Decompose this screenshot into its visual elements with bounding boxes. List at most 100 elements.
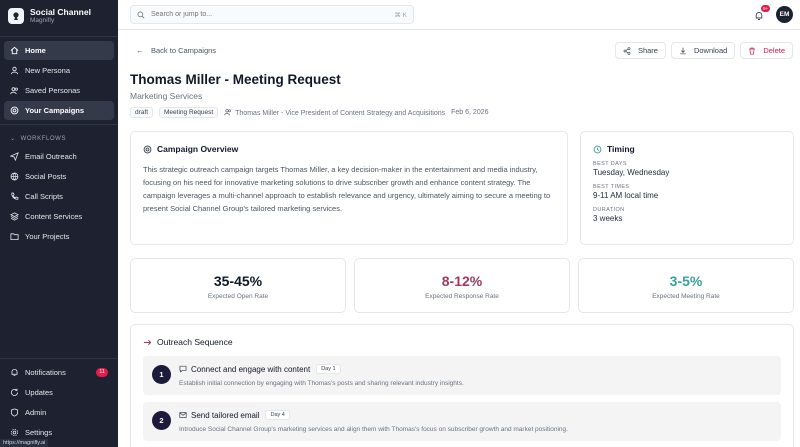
brand[interactable]: Social Channel Magnifly (0, 0, 118, 32)
folder-icon (10, 233, 19, 241)
status-badge: draft (130, 107, 154, 118)
back-to-campaigns-link[interactable]: ← Back to Campaigns (136, 46, 216, 55)
sidebar-item-label: Email Outreach (25, 152, 77, 161)
search-input[interactable] (151, 11, 395, 18)
outreach-sequence-card: Outreach Sequence 1 Connect and engage w… (130, 324, 794, 447)
step-day-badge: Day 4 (265, 410, 290, 420)
gear-icon (10, 428, 19, 437)
target-person-label: Thomas Miller - Vice President of Conten… (235, 110, 446, 117)
sequence-heading: Outreach Sequence (157, 337, 233, 347)
status-url-tooltip: https://magnifly.ai (0, 439, 49, 447)
target-person: Thomas Miller - Vice President of Conten… (224, 108, 445, 117)
sequence-step[interactable]: 2 Send tailored email Day 4 Introduce So… (143, 402, 781, 441)
step-number: 1 (152, 365, 171, 384)
step-description: Introduce Social Channel Group's marketi… (179, 426, 568, 433)
share-button[interactable]: Share (614, 42, 666, 59)
duration-label: DURATION (593, 207, 625, 213)
shield-icon (10, 408, 19, 417)
sidebar-item-your-projects[interactable]: Your Projects (4, 227, 114, 246)
sidebar-item-email-outreach[interactable]: Email Outreach (4, 147, 114, 166)
search-shortcut: ⌘ K (394, 11, 407, 19)
download-button[interactable]: Download (670, 42, 736, 59)
user-icon (224, 109, 232, 116)
layers-icon (10, 212, 19, 221)
notifications-button[interactable]: 9+ (754, 5, 771, 20)
sidebar: Social Channel Magnifly Home New Persona… (0, 0, 118, 447)
stat-value: 35-45% (213, 273, 263, 289)
globe-icon (10, 172, 19, 181)
sidebar-item-content-services[interactable]: Content Services (4, 207, 114, 226)
sidebar-item-label: Social Posts (25, 172, 67, 181)
share-label: Share (637, 46, 658, 55)
clock-icon (593, 145, 602, 153)
arrow-left-icon: ← (136, 46, 144, 55)
step-title-label: Send tailored email (191, 410, 260, 420)
stat-meeting-rate: 3-5% Expected Meeting Rate (578, 258, 794, 313)
brand-sub: Magnifly (30, 17, 55, 24)
chevron-down-icon: ⌄ (10, 136, 16, 142)
avatar[interactable]: EM (776, 6, 793, 23)
sidebar-item-admin[interactable]: Admin (4, 403, 114, 422)
stat-response-rate: 8-12% Expected Response Rate (354, 258, 570, 313)
sidebar-item-label: Notifications (25, 368, 66, 377)
refresh-icon (10, 388, 19, 396)
sidebar-item-label: Content Services (25, 212, 83, 221)
best-days-value: Tuesday, Wednesday (593, 168, 670, 177)
stat-value: 8-12% (441, 273, 483, 289)
brand-logo-icon (8, 8, 24, 24)
timing-card: Timing BEST DAYS Tuesday, Wednesday BEST… (580, 131, 794, 245)
back-label: Back to Campaigns (151, 46, 217, 55)
mail-icon (179, 412, 187, 418)
step-title-label: Connect and engage with content (191, 364, 311, 374)
users-icon (10, 87, 18, 95)
duration-value: 3 weeks (593, 214, 623, 223)
notifications-count-badge: 11 (96, 368, 108, 377)
share-icon (623, 46, 631, 55)
sidebar-item-label: Home (25, 46, 46, 55)
best-days-label: BEST DAYS (593, 161, 627, 167)
divider (0, 124, 118, 125)
sidebar-item-your-campaigns[interactable]: Your Campaigns (4, 101, 114, 120)
divider (0, 358, 118, 359)
download-icon (680, 47, 686, 54)
send-icon (10, 152, 19, 161)
sidebar-item-social-posts[interactable]: Social Posts (4, 167, 114, 186)
overview-heading: Campaign Overview (157, 144, 239, 154)
trash-icon (749, 47, 756, 55)
top-bar: ⌘ K 9+ EM (118, 0, 800, 30)
target-icon (143, 145, 152, 153)
page-title: Thomas Miller - Meeting Request (130, 72, 341, 87)
sidebar-item-notifications[interactable]: Notifications 11 (4, 363, 114, 382)
search-icon (137, 11, 145, 18)
workflows-section-toggle[interactable]: ⌄ WORKFLOWS (0, 129, 118, 146)
sidebar-item-new-persona[interactable]: New Persona (4, 61, 114, 80)
bell-icon (755, 12, 763, 20)
sequence-step[interactable]: 1 Connect and engage with content Day 1 … (143, 356, 781, 395)
notification-badge: 9+ (761, 5, 771, 12)
sidebar-item-settings[interactable]: Settings (4, 423, 114, 442)
sidebar-item-updates[interactable]: Updates (4, 383, 114, 402)
timing-heading: Timing (607, 144, 635, 154)
download-label: Download (693, 46, 728, 55)
arrow-right-icon (143, 339, 152, 345)
delete-button[interactable]: Delete (740, 42, 793, 59)
sidebar-item-home[interactable]: Home (4, 41, 114, 60)
message-icon (179, 365, 187, 373)
sidebar-item-call-scripts[interactable]: Call Scripts (4, 187, 114, 206)
sidebar-item-label: Settings (25, 428, 53, 437)
workflows-label: WORKFLOWS (20, 135, 67, 142)
search-box[interactable]: ⌘ K (130, 5, 414, 24)
sidebar-item-label: Saved Personas (25, 86, 81, 95)
best-times-label: BEST TIMES (593, 184, 630, 190)
sidebar-item-label: Call Scripts (25, 192, 63, 201)
sidebar-item-saved-personas[interactable]: Saved Personas (4, 81, 114, 100)
stat-open-rate: 35-45% Expected Open Rate (130, 258, 346, 313)
campaign-date: Feb 6, 2026 (451, 109, 489, 116)
action-bar: Share Download Delete (614, 42, 793, 59)
user-icon (10, 66, 19, 75)
campaign-overview-card: Campaign Overview This strategic outreac… (130, 131, 568, 245)
stat-caption: Expected Open Rate (207, 293, 269, 300)
phone-icon (11, 192, 19, 200)
brand-name: Social Channel (30, 7, 91, 17)
campaign-meta: draft Meeting Request Thomas Miller - Vi… (130, 107, 489, 118)
